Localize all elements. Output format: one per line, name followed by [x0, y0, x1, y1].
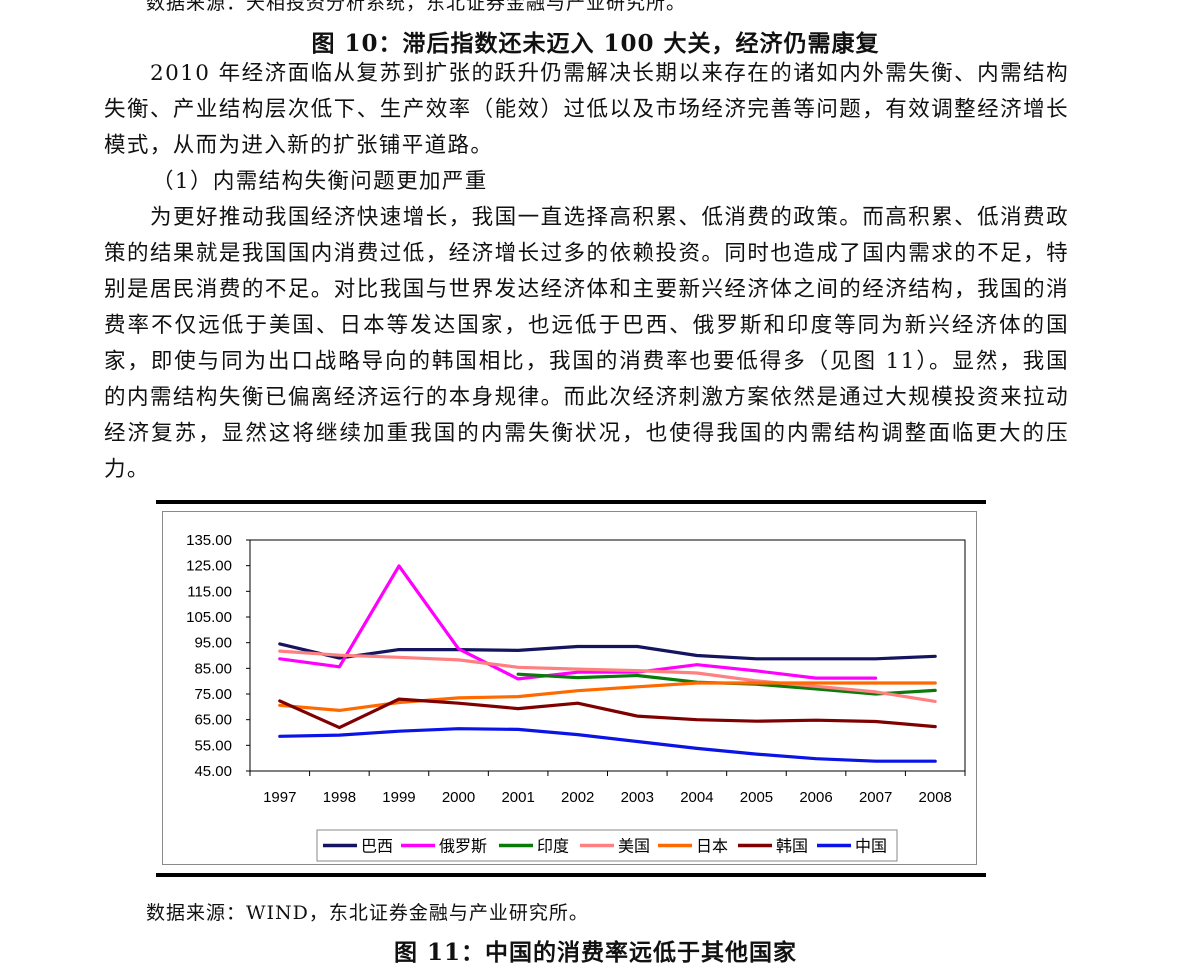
source-note-bottom: 数据来源：WIND，东北证券金融与产业研究所。	[146, 902, 589, 924]
x-tick-label: 2003	[621, 789, 654, 806]
x-tick-label: 1997	[263, 789, 296, 806]
legend-label-2: 印度	[537, 838, 569, 856]
y-tick-label: 85.00	[194, 660, 232, 677]
body-paragraph-1: 2010 年经济面临从复苏到扩张的跃升仍需解决长期以来存在的诸如内外需失衡、内需…	[104, 61, 1069, 158]
x-tick-label: 2005	[740, 789, 773, 806]
x-tick-label: 1999	[382, 789, 415, 806]
figure-bottom-rule	[156, 873, 986, 877]
x-tick-label: 2007	[859, 789, 892, 806]
body-paragraph-2: 为更好推动我国经济快速增长，我国一直选择高积累、低消费的政策。而高积累、低消费政…	[104, 205, 1069, 482]
x-tick-label: 1998	[323, 789, 356, 806]
figure-top-rule	[156, 500, 986, 504]
legend-label-6: 中国	[855, 838, 887, 856]
x-tick-label: 2004	[680, 789, 713, 806]
source-note-top: 数据来源：天相投资分析系统，东北证券金融与产业研究所。	[146, 0, 687, 14]
y-tick-label: 115.00	[187, 583, 232, 600]
legend-label-1: 俄罗斯	[439, 838, 487, 856]
x-tick-label: 2008	[919, 789, 952, 806]
section-heading: （1）内需结构失衡问题更加严重	[152, 169, 488, 194]
series-line-6	[278, 727, 937, 763]
x-tick-label: 2006	[799, 789, 832, 806]
y-tick-label: 105.00	[186, 609, 232, 626]
legend-label-0: 巴西	[361, 839, 393, 856]
y-tick-label: 95.00	[194, 635, 232, 652]
y-tick-label: 45.00	[194, 763, 232, 780]
legend-label-5: 韩国	[776, 838, 808, 856]
y-tick-label: 55.00	[194, 737, 232, 754]
x-tick-label: 2000	[442, 789, 475, 806]
y-tick-label: 75.00	[194, 686, 232, 703]
series-line-3	[278, 649, 937, 703]
y-tick-label: 125.00	[186, 558, 232, 575]
next-figure-title: 图 11：中国的消费率远低于其他国家	[393, 939, 797, 966]
series-line-5	[278, 697, 937, 730]
series-line-0	[278, 642, 937, 661]
x-tick-label: 2001	[501, 789, 534, 806]
y-tick-label: 65.00	[194, 712, 232, 729]
legend-label-3: 美国	[618, 838, 650, 856]
figure-title: 图 10：滞后指数还未迈入 100 大关，经济仍需康复	[311, 30, 880, 57]
y-tick-label: 135.00	[186, 532, 232, 549]
x-tick-label: 2002	[561, 789, 594, 806]
chart-frame: 135.00 125.00 115.00 105.00 95.00 85.00 75.00 6…	[162, 511, 977, 865]
consumption-rate-chart: 135.00 125.00 115.00 105.00 95.00 85.00 75.00 6…	[186, 532, 966, 862]
series-line-1	[278, 564, 878, 681]
legend-label-4: 日本	[696, 838, 728, 856]
